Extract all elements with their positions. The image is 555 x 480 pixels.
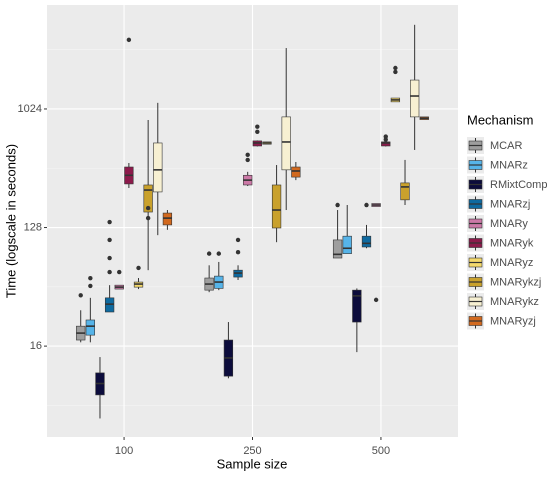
box [410,79,420,118]
outlier [145,205,151,211]
outlier [335,202,340,208]
outlier [107,219,112,225]
box [381,141,391,147]
legend-label: MNARyz [490,257,533,269]
legend-label: MNARz [490,159,528,171]
box [291,166,301,178]
legend-title: Mechanism [467,112,533,127]
y-tick-label: 1024 [18,103,42,115]
outlier [78,293,83,298]
outlier [364,202,369,208]
box [361,235,372,248]
outlier [117,269,122,275]
outlier [393,69,398,75]
box [332,239,343,259]
legend-label: MNARyk [490,237,534,249]
legend-label: MNARyzj [490,315,536,327]
box [400,182,410,201]
box [281,116,291,171]
outlier [235,237,241,243]
outlier [206,251,212,256]
outlier [393,65,398,71]
outlier [245,157,250,163]
box [85,319,95,336]
box [352,289,362,323]
outlier [255,124,260,129]
y-tick-label: 16 [30,340,42,352]
outlier [245,152,250,158]
x-tick-label: 100 [115,445,133,457]
y-tick-label: 128 [24,221,42,233]
box [143,184,153,213]
x-tick-label: 250 [243,445,261,457]
outlier [235,250,241,255]
outlier [373,297,379,303]
legend-label: MNARy [490,218,528,230]
outlier [136,265,141,271]
legend-label: MNARzj [490,198,530,210]
legend-label: MCAR [490,140,522,152]
y-axis-title: Time (logscale in seconds) [3,144,18,298]
legend-label: MNARykz [490,296,539,308]
legend-label: MNARykzj [490,276,541,288]
box [342,235,352,254]
box [162,212,173,226]
box [271,184,282,229]
outlier [255,129,260,135]
outlier [88,283,93,289]
legend-label: RMixtComp [490,179,547,191]
outlier [107,255,112,261]
box [153,142,163,193]
x-tick-label: 500 [372,445,390,457]
outlier [126,37,132,43]
x-axis-title: Sample size [217,456,288,471]
outlier [216,251,221,256]
outlier [107,269,112,275]
outlier [88,275,93,281]
outlier [107,237,112,243]
outlier [145,215,151,221]
outlier [383,134,388,139]
